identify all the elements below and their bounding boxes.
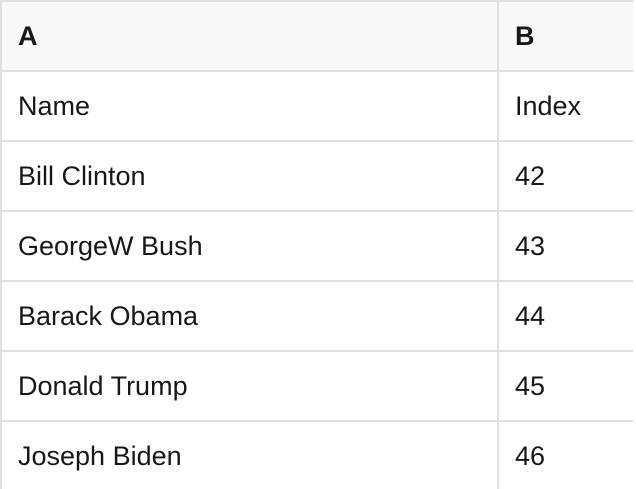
cell[interactable]: 42: [497, 142, 633, 212]
cell[interactable]: GeorgeW Bush: [0, 212, 497, 282]
cell[interactable]: Barack Obama: [0, 282, 497, 352]
cell[interactable]: 43: [497, 212, 633, 282]
cell[interactable]: Donald Trump: [0, 352, 497, 422]
cell[interactable]: Index: [497, 72, 633, 142]
cell[interactable]: Name: [0, 72, 497, 142]
column-header-b[interactable]: B: [497, 2, 633, 72]
cell[interactable]: 46: [497, 422, 633, 489]
column-header-a[interactable]: A: [0, 2, 497, 72]
cell[interactable]: 45: [497, 352, 633, 422]
cell[interactable]: 44: [497, 282, 633, 352]
cell[interactable]: Joseph Biden: [0, 422, 497, 489]
cell[interactable]: Bill Clinton: [0, 142, 497, 212]
